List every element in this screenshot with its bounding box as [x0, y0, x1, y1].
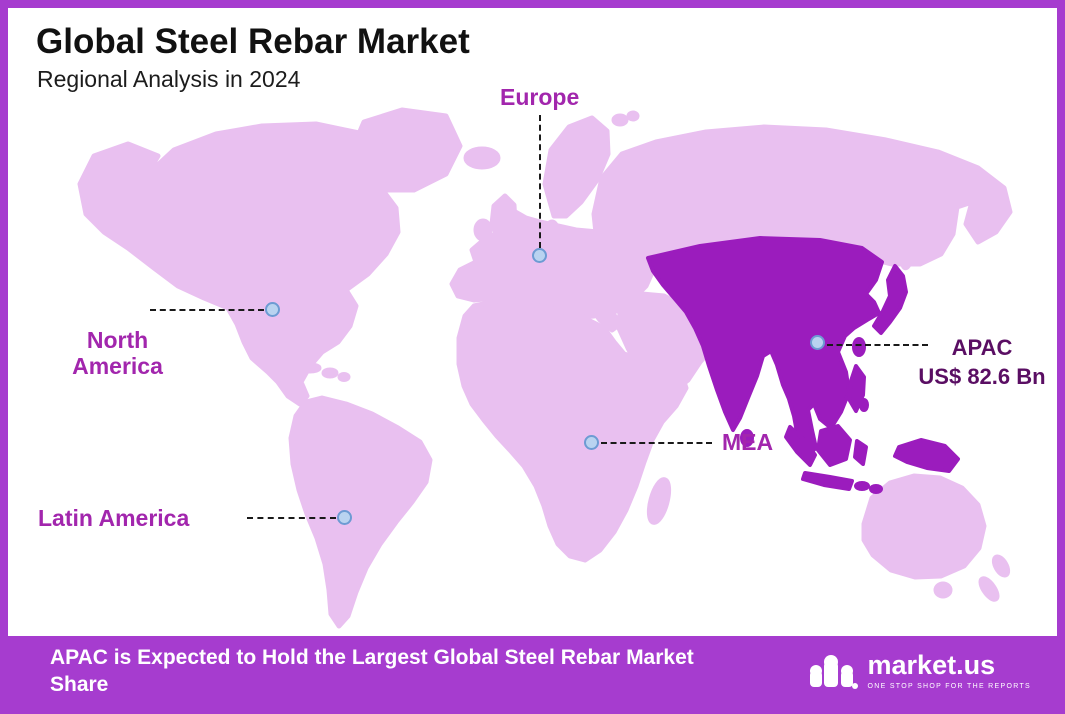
footer-headline: APAC is Expected to Hold the Largest Glo…: [50, 645, 694, 696]
sakhalin-shape: [899, 233, 917, 271]
australia-shape: [861, 473, 987, 580]
apac-mainland-shape: [646, 236, 884, 457]
philippines-shape: [847, 364, 866, 413]
borneo-shape: [816, 424, 852, 467]
iceland-shape: [463, 146, 501, 170]
label-europe: Europe: [500, 84, 580, 110]
footer-bar: APAC is Expected to Hold the Largest Glo…: [8, 636, 1057, 706]
brand-logo: market.us ONE STOP SHOP FOR THE REPORTS: [806, 649, 1031, 693]
page-subtitle: Regional Analysis in 2024: [37, 66, 301, 92]
label-north-america: North America: [72, 327, 163, 380]
taiwan-shape: [852, 337, 866, 357]
svalbard-small-shape: [626, 110, 640, 122]
connector-mea: [601, 442, 712, 444]
connector-europe: [539, 115, 541, 248]
new-zealand-south-shape: [978, 576, 1000, 602]
caribbean-island-shape: [337, 372, 351, 382]
lesser-sunda-shape: [854, 481, 870, 491]
value-apac: US$ 82.6 Bn: [918, 363, 1046, 389]
marker-mea: [584, 435, 599, 450]
brand-tagline: ONE STOP SHOP FOR THE REPORTS: [867, 683, 1031, 690]
mindanao-shape: [859, 398, 869, 412]
brand-text-block: market.us ONE STOP SHOP FOR THE REPORTS: [867, 650, 1031, 691]
label-apac-block: APAC US$ 82.6 Bn: [912, 334, 1052, 391]
sumatra-shape: [784, 425, 817, 467]
svalbard-shape: [611, 113, 629, 127]
label-apac: APAC: [951, 335, 1013, 360]
sulawesi-shape: [853, 439, 868, 466]
hispaniola-shape: [321, 367, 339, 379]
connector-latin-america: [247, 517, 336, 519]
brand-name: market.us: [867, 650, 996, 680]
tasmania-shape: [933, 581, 953, 599]
japan-shape: [872, 264, 908, 335]
new-guinea-shape: [893, 438, 960, 473]
marketus-logo-icon: [809, 655, 858, 689]
marker-latin-america: [337, 510, 352, 525]
map-apac-highlight: [646, 236, 960, 494]
south-america-shape: [288, 395, 433, 629]
page-title: Global Steel Rebar Market: [36, 22, 470, 61]
label-mea: MEA: [722, 429, 774, 455]
scandinavia-shape: [542, 115, 611, 219]
africa-shape: [456, 297, 689, 563]
sri-lanka-shape: [740, 429, 754, 447]
marker-europe: [532, 248, 547, 263]
timor-shape: [869, 484, 883, 494]
cuba-shape: [298, 362, 322, 374]
java-shape: [801, 471, 854, 491]
marker-north-america: [265, 302, 280, 317]
new-zealand-north-shape: [991, 554, 1011, 578]
north-america-shape: [77, 121, 403, 407]
marker-apac: [810, 335, 825, 350]
label-latin-america: Latin America: [38, 505, 190, 531]
connector-apac: [827, 344, 928, 346]
map-light-regions: [77, 107, 1013, 629]
connector-north-america: [150, 309, 264, 311]
madagascar-shape: [646, 477, 672, 525]
